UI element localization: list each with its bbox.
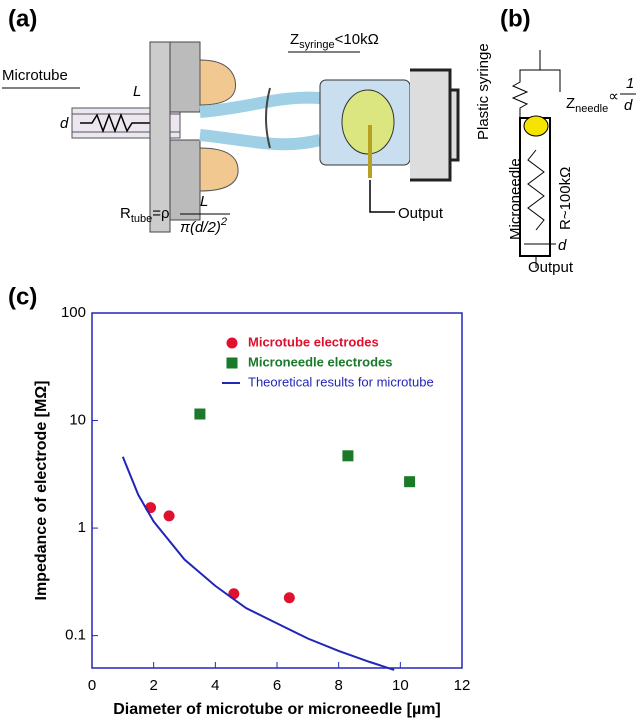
- denominator: π(d/2)2: [180, 216, 227, 236]
- y-axis-label: Impedance of electrode [MΩ]: [33, 381, 50, 601]
- x-tick-label: 6: [273, 677, 281, 694]
- label: d: [60, 115, 69, 132]
- tubing: [199, 129, 322, 151]
- label: Zneedle∝: [566, 88, 619, 115]
- capacitor: [540, 69, 561, 92]
- curve: [121, 456, 395, 671]
- legend-label: Microtube electrodes: [248, 334, 379, 349]
- output-arrow: [369, 180, 395, 213]
- subscript: needle: [575, 103, 608, 115]
- point: [404, 476, 416, 488]
- seal: [199, 59, 237, 106]
- panel-a: (a) Microtube L d Output Zsyringe<10kΩ P…: [2, 5, 492, 236]
- tubing: [199, 91, 321, 118]
- legend-swatch: [226, 337, 238, 349]
- legend-label: Microneedle electrodes: [248, 354, 393, 369]
- value: <10kΩ: [335, 31, 379, 48]
- point: [283, 592, 295, 604]
- y-tick-label: 10: [69, 412, 86, 429]
- symbol: R: [120, 205, 131, 222]
- label: d: [558, 237, 567, 254]
- base: π(d/2): [180, 219, 221, 236]
- y-tick-label: 0.1: [65, 627, 86, 644]
- label: Output: [398, 205, 444, 222]
- holder-block: [169, 41, 201, 113]
- label: Zsyringe<10kΩ: [290, 31, 379, 51]
- panel-c: (c) 0 2 4 6 8 10 12 0.1 1 10 100 Diameter of microtu…: [8, 283, 470, 718]
- x-tick-label: 2: [149, 677, 157, 694]
- x-tick-label: 12: [454, 677, 471, 694]
- panel-b: (b) d Output Microneedle R~100kΩ Zneedle…: [500, 5, 636, 276]
- label: L: [133, 83, 141, 100]
- tip: [523, 115, 549, 137]
- numerator: L: [200, 193, 208, 210]
- point: [194, 408, 206, 420]
- exponent: 2: [220, 216, 227, 228]
- point: [342, 450, 354, 462]
- equals: =ρ: [152, 205, 169, 222]
- x-tick-label: 0: [88, 677, 96, 694]
- seal: [199, 147, 239, 192]
- resistor: [80, 112, 150, 134]
- x-tick-label: 4: [211, 677, 219, 694]
- formula: Rtube=ρ: [120, 205, 170, 225]
- y-tick-label: 100: [61, 304, 86, 321]
- subscript: tube: [131, 213, 152, 225]
- point: [163, 510, 175, 522]
- label: R~100kΩ: [557, 167, 574, 230]
- x-tick-label: 8: [334, 677, 342, 694]
- proportional: ∝: [608, 88, 619, 105]
- resistor: [511, 50, 541, 118]
- x-tick-label: 10: [392, 677, 409, 694]
- x-axis-label: Diameter of microtube or microneedle [µm…: [113, 701, 441, 718]
- label: Output: [528, 259, 574, 276]
- resistor: [527, 149, 545, 231]
- symbol: Z: [290, 31, 299, 48]
- y-tick-label: 1: [78, 519, 86, 536]
- legend-label: Theoretical results for microtube: [248, 374, 434, 389]
- numerator: 1: [626, 75, 634, 92]
- legend-swatch: [226, 357, 238, 369]
- panel-label: (c): [8, 283, 37, 310]
- break: [265, 87, 271, 149]
- symbol: Z: [566, 95, 575, 112]
- plunger: [410, 68, 460, 182]
- microneedle: [519, 117, 551, 257]
- label: Microneedle: [507, 158, 524, 240]
- label: Microtube: [2, 67, 68, 84]
- denominator: d: [624, 97, 633, 114]
- subscript: syringe: [299, 39, 334, 51]
- label: Plastic syringe: [475, 43, 492, 140]
- panel-label: (a): [8, 5, 37, 32]
- holder-plate: [149, 41, 171, 233]
- holder-block: [169, 139, 201, 221]
- panel-label: (b): [500, 5, 531, 32]
